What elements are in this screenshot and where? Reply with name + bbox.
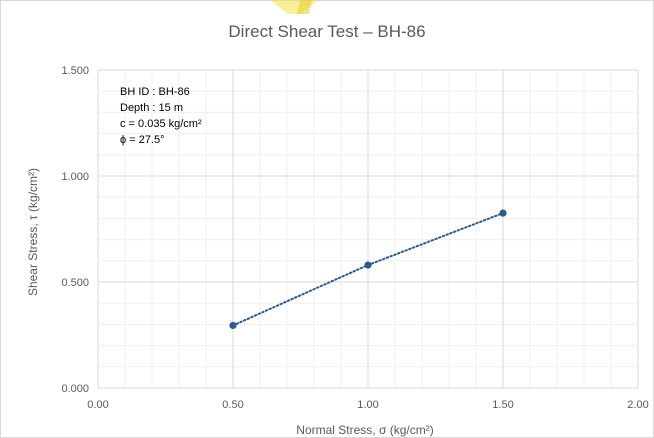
chart-title: Direct Shear Test – BH-86 (228, 22, 426, 41)
y-tick-label: 0.500 (61, 277, 89, 289)
annotation-box: BH ID : BH-86 Depth : 15 m c = 0.035 kg/… (120, 84, 202, 148)
annotation-depth: Depth : 15 m (120, 102, 183, 114)
x-axis-title: Normal Stress, σ (kg/cm²) (296, 423, 433, 437)
x-tick-label: 2.00 (627, 399, 648, 411)
y-tick-label: 1.500 (61, 65, 89, 77)
data-point (229, 321, 237, 330)
x-tick-label: 1.00 (357, 399, 378, 411)
data-points (229, 209, 507, 330)
y-tick-label: 0.000 (61, 383, 89, 395)
annotation-bh-id: BH ID : BH-86 (120, 86, 190, 98)
x-tick-label: 1.50 (492, 399, 513, 411)
y-axis-ticks: 0.000 0.500 1.000 1.500 (61, 65, 89, 395)
data-point (364, 261, 372, 269)
x-tick-label: 0.50 (222, 399, 243, 411)
annotation-friction-angle: ϕ = 27.5° (120, 134, 165, 146)
data-point (499, 209, 507, 217)
x-axis-ticks: 0.00 0.50 1.00 1.50 2.00 (87, 399, 648, 411)
annotation-cohesion: c = 0.035 kg/cm² (120, 118, 202, 130)
x-tick-label: 0.00 (87, 399, 108, 411)
y-axis-title: Shear Stress, τ (kg/cm²) (26, 168, 40, 296)
y-tick-label: 1.000 (61, 171, 89, 183)
major-grid (97, 69, 639, 389)
